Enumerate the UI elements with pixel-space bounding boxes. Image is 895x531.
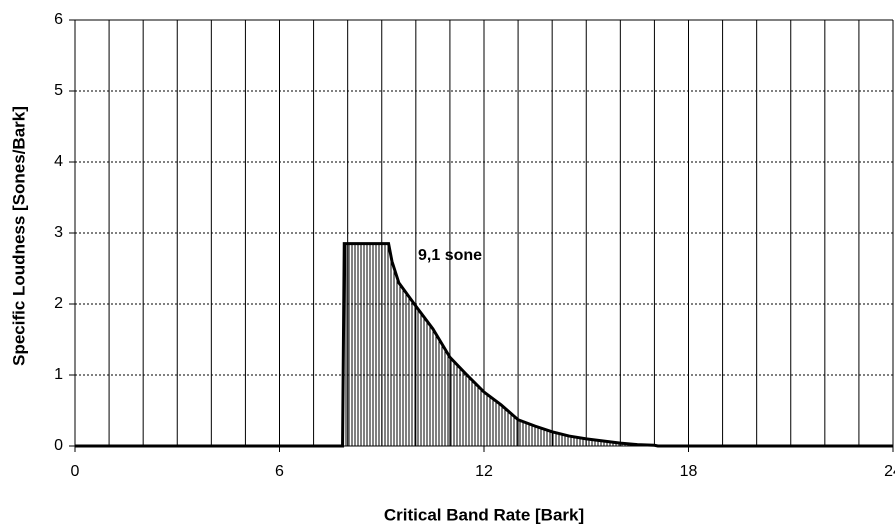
y-tick-label: 4	[54, 153, 63, 170]
y-tick-label: 3	[54, 224, 63, 241]
x-tick-label: 6	[275, 463, 284, 480]
x-tick-label: 18	[680, 463, 698, 480]
x-tick-label: 0	[71, 463, 80, 480]
x-axis-label: Critical Band Rate [Bark]	[384, 505, 584, 524]
y-tick-label: 6	[54, 11, 63, 28]
annotation: 9,1 sone	[418, 247, 482, 264]
x-tick-label: 12	[475, 463, 493, 480]
x-tick-label: 24	[884, 463, 895, 480]
y-tick-label: 2	[54, 295, 63, 312]
y-tick-label: 1	[54, 366, 63, 383]
area	[75, 243, 893, 446]
line	[75, 242, 893, 448]
y-axis-label: Specific Loudness [Sones/Bark]	[9, 106, 28, 366]
y-tick-label: 5	[54, 82, 63, 99]
y-tick-label: 0	[54, 437, 63, 454]
